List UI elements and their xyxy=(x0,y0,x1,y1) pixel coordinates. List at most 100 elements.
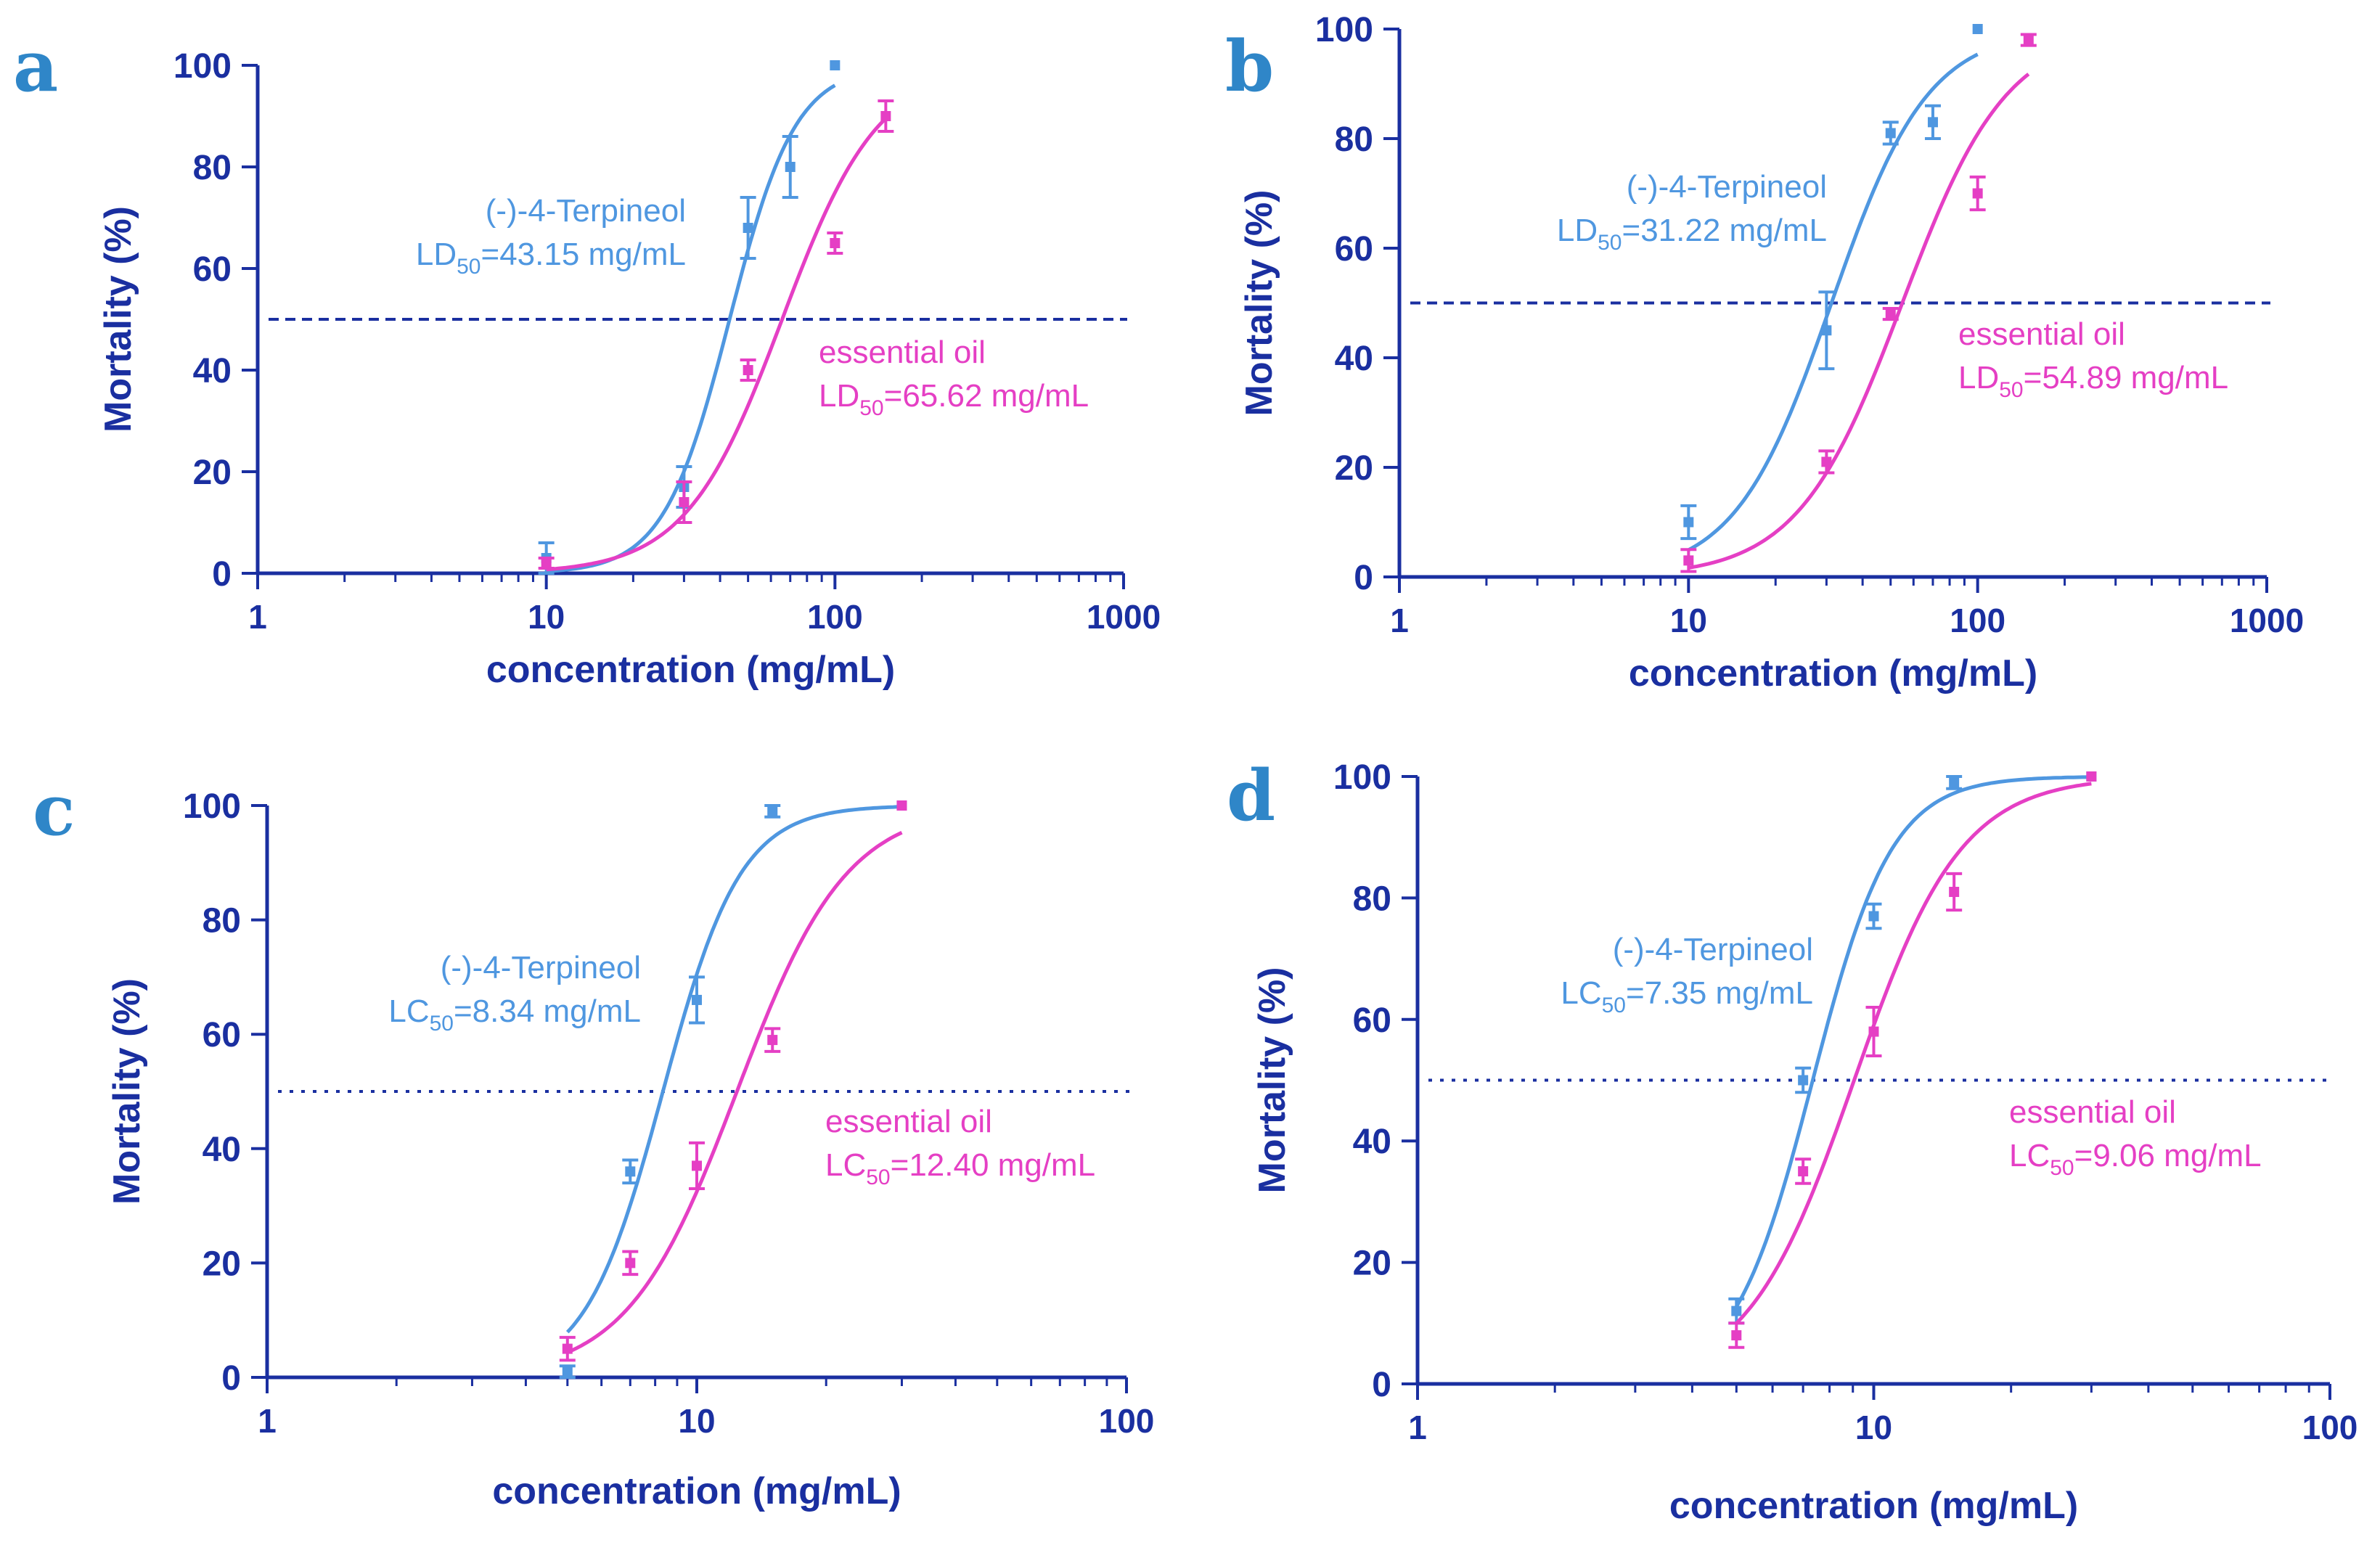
value-subscript: 50 xyxy=(2050,1156,2074,1180)
y-tick-label: 0 xyxy=(221,1359,241,1398)
value-subscript: 50 xyxy=(1602,993,1626,1017)
value-subscript: 50 xyxy=(859,396,883,420)
y-axis-label: Mortality (%) xyxy=(1238,190,1280,417)
y-tick-label: 60 xyxy=(193,250,232,289)
y-tick-label: 20 xyxy=(193,454,232,492)
data-point xyxy=(692,1160,702,1171)
y-tick-label: 0 xyxy=(1354,559,1373,597)
series-name-label: (-)-4-Terpineol xyxy=(441,950,641,985)
data-point xyxy=(1868,1026,1879,1037)
y-axis-label: Mortality (%) xyxy=(106,978,148,1205)
x-axis-label: concentration (mg/mL) xyxy=(1629,652,2037,694)
series-value-label: LD50=54.89 mg/mL xyxy=(1958,360,2228,402)
x-tick-label: 1 xyxy=(1408,1409,1427,1446)
panel-letter-d: d xyxy=(1227,755,1275,837)
data-point xyxy=(830,60,841,70)
x-tick-label: 10 xyxy=(678,1402,715,1440)
x-tick-label: 100 xyxy=(1950,602,2005,639)
data-point xyxy=(1683,517,1694,528)
y-tick-label: 100 xyxy=(183,787,241,826)
data-point xyxy=(1798,1166,1809,1177)
data-point xyxy=(1798,1075,1809,1086)
value-text: =31.22 mg/mL xyxy=(1622,213,1828,248)
series-name-label: essential oil xyxy=(819,335,986,370)
series-value-label: LD50=65.62 mg/mL xyxy=(819,378,1089,420)
fit-curve xyxy=(1688,52,1979,552)
y-tick-label: 80 xyxy=(1353,880,1391,918)
series-essential-oil: essential oil LC50=12.40 mg/mL xyxy=(559,800,1096,1362)
series-essential-oil: essential oil LD50=54.89 mg/mL xyxy=(1680,33,2228,573)
series-essential-oil: essential oil LC50=9.06 mg/mL xyxy=(1728,771,2262,1349)
value-subscript: 50 xyxy=(430,1012,454,1036)
y-tick-label: 80 xyxy=(203,902,241,940)
fit-curve xyxy=(546,117,888,572)
data-point xyxy=(1821,325,1832,336)
value-prefix: LC xyxy=(825,1147,866,1183)
series-terpineol: (-)-4-Terpineol LD50=43.15 mg/mL xyxy=(416,60,841,575)
value-prefix: LD xyxy=(416,237,457,272)
data-point xyxy=(562,1366,573,1377)
x-tick-label: 1 xyxy=(248,598,267,636)
data-point xyxy=(679,497,690,507)
data-point xyxy=(2023,35,2034,46)
data-point xyxy=(562,1343,573,1354)
data-point xyxy=(625,1258,636,1269)
panel-a: a 1 10 100 1000 0 20 40 60 80 100 concentration (mg… xyxy=(13,25,1161,691)
series-essential-oil: essential oil LD50=65.62 mg/mL xyxy=(538,99,1089,572)
value-subscript: 50 xyxy=(866,1165,890,1189)
value-prefix: LD xyxy=(1958,360,1999,396)
panel-letter-b: b xyxy=(1225,25,1274,107)
y-tick-label: 0 xyxy=(212,555,232,594)
panel-d: d 1 10 100 0 20 40 60 80 100 concentration (mg/mL)… xyxy=(1227,755,2357,1527)
x-axis-label: concentration (mg/mL) xyxy=(486,649,895,691)
y-tick-label: 20 xyxy=(1335,449,1373,488)
data-point xyxy=(2086,771,2097,782)
y-tick-label: 60 xyxy=(203,1016,241,1054)
fit-curve xyxy=(1735,775,2092,1308)
data-point xyxy=(1949,887,1960,898)
value-prefix: LD xyxy=(1557,213,1598,248)
data-point xyxy=(1972,188,1983,199)
y-tick-label: 100 xyxy=(173,47,232,86)
fit-curve xyxy=(546,83,836,573)
y-tick-label: 40 xyxy=(1335,340,1373,378)
data-point xyxy=(767,806,778,816)
value-prefix: LC xyxy=(388,993,429,1029)
y-tick-label: 40 xyxy=(1353,1123,1391,1161)
y-tick-label: 80 xyxy=(193,149,232,187)
y-tick-label: 100 xyxy=(1315,11,1373,49)
y-tick-label: 60 xyxy=(1335,230,1373,269)
value-prefix: LD xyxy=(819,378,859,414)
data-point xyxy=(541,558,552,568)
value-text: =65.62 mg/mL xyxy=(884,378,1089,414)
y-axis-label: Mortality (%) xyxy=(1251,967,1293,1194)
x-axis-label: concentration (mg/mL) xyxy=(492,1470,901,1512)
x-tick-label: 1 xyxy=(258,1402,277,1440)
data-point xyxy=(743,365,753,375)
data-point xyxy=(692,994,702,1005)
data-point xyxy=(880,111,891,121)
value-subscript: 50 xyxy=(1598,231,1622,255)
y-tick-label: 40 xyxy=(193,352,232,390)
data-point xyxy=(1731,1330,1742,1341)
x-tick-label: 100 xyxy=(1099,1402,1155,1440)
value-subscript: 50 xyxy=(1999,378,2023,402)
x-tick-label: 1 xyxy=(1390,602,1409,639)
series-name-label: (-)-4-Terpineol xyxy=(1613,932,1813,967)
data-point xyxy=(743,223,753,233)
x-tick-label: 10 xyxy=(1670,602,1707,639)
panel-letter-c: c xyxy=(33,769,75,851)
value-text: =8.34 mg/mL xyxy=(454,993,641,1029)
value-prefix: LC xyxy=(2009,1138,2050,1173)
data-point xyxy=(767,1035,778,1046)
series-value-label: LD50=43.15 mg/mL xyxy=(416,237,686,279)
y-tick-label: 20 xyxy=(1353,1245,1391,1283)
y-tick-label: 100 xyxy=(1333,758,1391,797)
series-value-label: LC50=8.34 mg/mL xyxy=(388,993,641,1036)
data-point xyxy=(1821,456,1832,467)
value-text: =12.40 mg/mL xyxy=(891,1147,1096,1183)
data-point xyxy=(1885,308,1896,319)
y-tick-label: 0 xyxy=(1372,1366,1391,1404)
